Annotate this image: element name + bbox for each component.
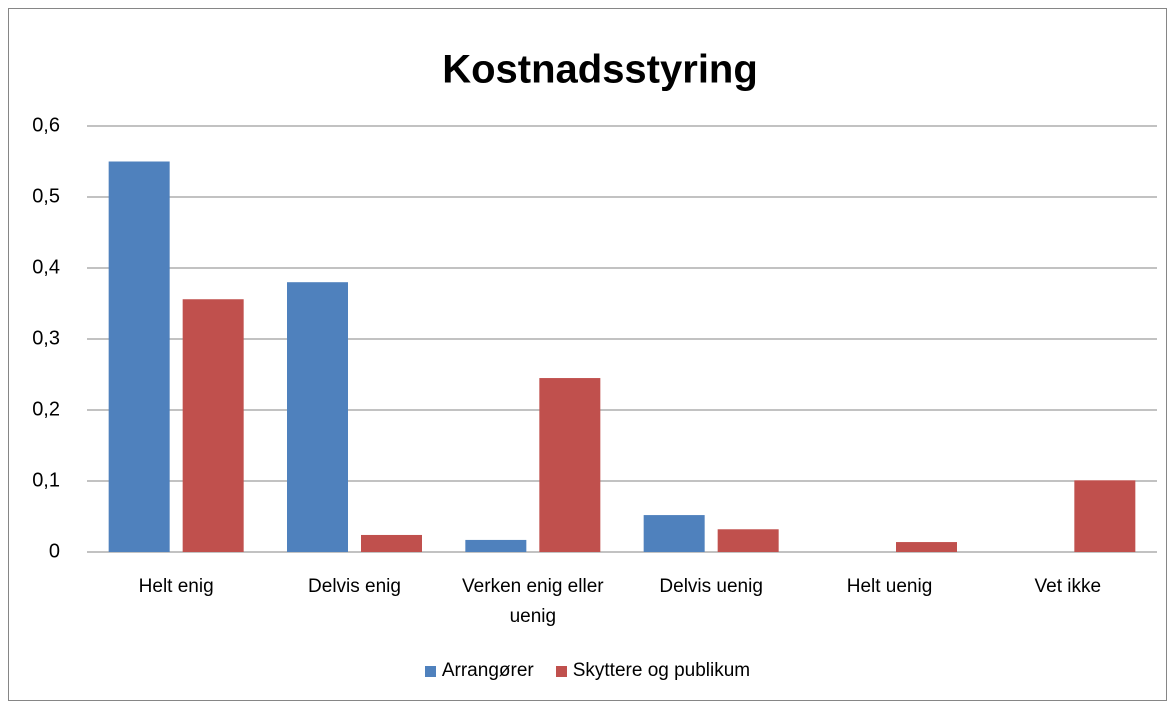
bar [643,515,705,552]
bar [361,534,422,552]
x-tick-label: Helt enig [138,576,214,597]
legend-label: Arrangører [441,660,534,681]
legend: Arrangører Skyttere og publikum [0,660,1175,682]
bar [539,378,601,552]
legend-label: Skyttere og publikum [572,660,751,681]
bar [717,529,779,552]
x-tick-label: Verken enig eller uenig [462,576,604,627]
bar [108,161,170,552]
y-tick-label: 0,6 [32,114,60,136]
y-tick-label: 0,5 [32,185,60,207]
x-tick-label: Helt uenig [846,576,933,597]
bar [287,282,348,552]
bar [182,299,244,552]
bar [896,542,957,552]
chart-title: Kostnadsstyring [442,48,758,92]
x-tick-label: Delvis uenig [659,576,763,597]
y-tick-label: 0,2 [32,398,60,420]
y-tick-label: 0 [49,540,60,562]
bar [1074,480,1136,552]
y-tick-label: 0,3 [32,327,60,349]
bar [465,539,527,552]
legend-item: Arrangører [424,660,534,682]
y-tick-label: 0,4 [32,256,60,278]
y-tick-label: 0,1 [32,469,60,491]
x-tick-label: Delvis enig [308,576,401,597]
legend-swatch [555,665,567,677]
legend-swatch [424,665,436,677]
legend-item: Skyttere og publikum [555,660,751,682]
x-tick-label: Vet ikke [1034,576,1102,597]
